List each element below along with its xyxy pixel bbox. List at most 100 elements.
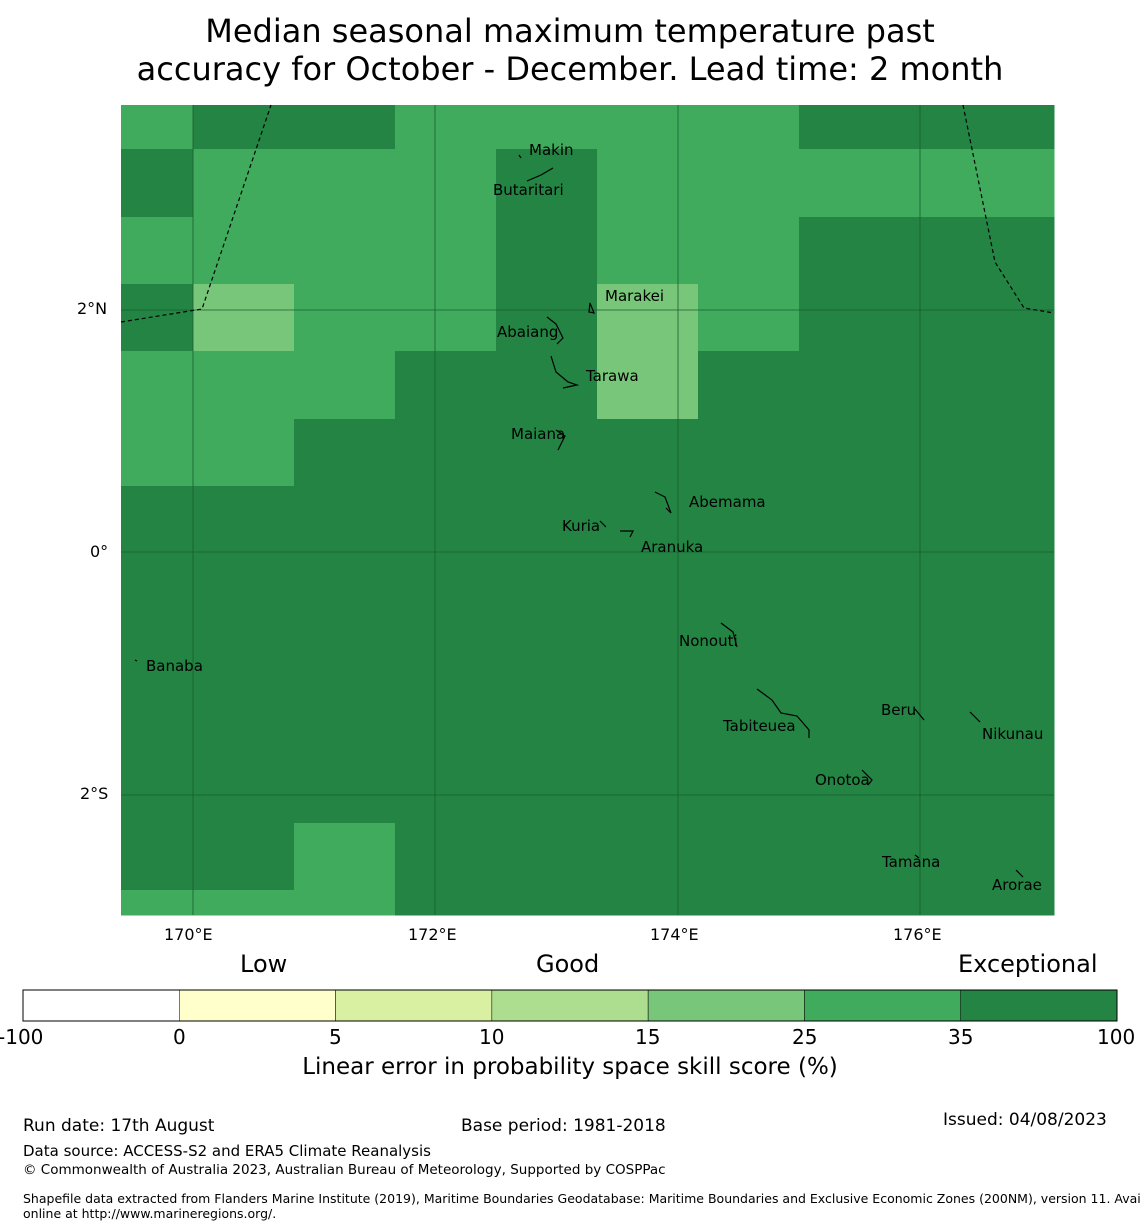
skill-cell [597,351,699,420]
skill-cell [496,823,598,891]
skill-cell [597,553,699,621]
legend-swatch [22,989,180,1022]
skill-cell [496,217,598,285]
skill-cell [496,890,598,916]
island-shape-maiana [555,429,566,451]
skill-cell [121,217,194,285]
skill-cell [121,149,194,218]
island-shape-aranuka [620,530,634,538]
island-label-abemama: Abemama [689,493,766,511]
skill-cell [294,419,396,487]
legend-outline [22,989,1118,1022]
skill-cell [799,823,921,891]
skill-cell [920,823,1055,891]
eez-boundaries [120,104,1055,323]
skill-cell [698,149,800,218]
skill-cell [920,284,1055,352]
data-source: Data source: ACCESS-S2 and ERA5 Climate … [23,1142,431,1160]
skill-cell [920,217,1055,285]
legend-colorbar [22,989,1118,1022]
legend-category-exceptional: Exceptional [958,950,1098,978]
island-label-onotoa: Onotoa [815,771,870,789]
lat-tick-2n: 2°N [77,299,108,318]
lat-tick-0: 0° [90,542,109,561]
skill-cell [698,553,800,621]
legend-swatch [804,989,961,1022]
skill-cell [698,105,800,150]
eez-line-west [120,104,272,323]
island-label-banaba: Banaba [146,657,203,675]
legend-swatch [647,989,805,1022]
skill-cell [698,688,800,756]
island-shape-banaba [134,659,138,662]
legend-category-good: Good [536,950,600,978]
island-shape-abemama [654,491,672,514]
skill-cell [395,419,497,487]
lon-tick-176: 176°E [893,925,942,944]
skill-cell [799,217,921,285]
skill-cell [395,755,497,824]
skill-cell [121,105,194,150]
chart-title-line2: accuracy for October - December. Lead ti… [136,50,1004,88]
skill-cell [920,105,1055,150]
island-shape-tabiteuea [756,688,810,738]
legend-tick-35: 35 [948,1025,974,1049]
skill-cell [121,553,194,621]
skill-cell [193,351,295,420]
skill-cell [597,890,699,916]
skill-cell [799,149,921,218]
legend-swatch [335,989,493,1022]
skill-cell [698,890,800,916]
skill-cell [698,284,800,352]
skill-cell [294,351,396,420]
skill-cell [193,486,295,554]
lon-tick-170: 170°E [164,925,213,944]
skill-cell [193,284,295,352]
skill-cell [920,486,1055,554]
graticule [121,105,1054,915]
skill-cell [698,620,800,689]
skill-cell [395,486,497,554]
skill-cell [920,553,1055,621]
island-label-marakei: Marakei [605,287,665,305]
island-shape-tarawa [550,355,580,389]
skill-cell [193,755,295,824]
island-shape-marakei [588,302,595,314]
skill-cell [496,620,598,689]
lon-tick-174: 174°E [650,925,699,944]
island-label-butaritari: Butaritari [493,181,564,199]
skill-cell [920,688,1055,756]
skill-cell [920,755,1055,824]
skill-cell [395,890,497,916]
skill-cell [799,890,921,916]
island-label-maiana: Maiana [511,425,566,443]
skill-cell [597,620,699,689]
island-shape-butaritari [526,167,554,182]
skill-cell [799,755,921,824]
island-label-nonouti: Nonouti [679,632,738,650]
skill-cell [193,419,295,487]
island-label-nikunau: Nikunau [982,725,1044,743]
skill-cell [121,823,194,891]
legend-swatch [960,989,1118,1022]
skill-cell [799,688,921,756]
skill-cell [193,149,295,218]
skill-cell [496,755,598,824]
island-shape-makin [518,154,522,159]
island-shape-arorae [1015,869,1024,878]
skill-cell [294,217,396,285]
copyright: © Commonwealth of Australia 2023, Austra… [23,1162,666,1178]
skill-cell [496,149,598,218]
skill-cell [496,486,598,554]
legend-tick-10: 10 [479,1025,505,1049]
legend-tick-100: 100 [1097,1025,1136,1049]
skill-cell [193,217,295,285]
skill-cell [294,486,396,554]
shapefile-note-line1: Shapefile data extracted from Flanders M… [23,1191,1140,1206]
island-label-arorae: Arorae [992,876,1042,894]
skill-cell [395,688,497,756]
skill-cell [294,688,396,756]
issued-date: Issued: 04/08/2023 [943,1110,1107,1130]
skill-cell [597,688,699,756]
skill-cell [121,284,194,352]
